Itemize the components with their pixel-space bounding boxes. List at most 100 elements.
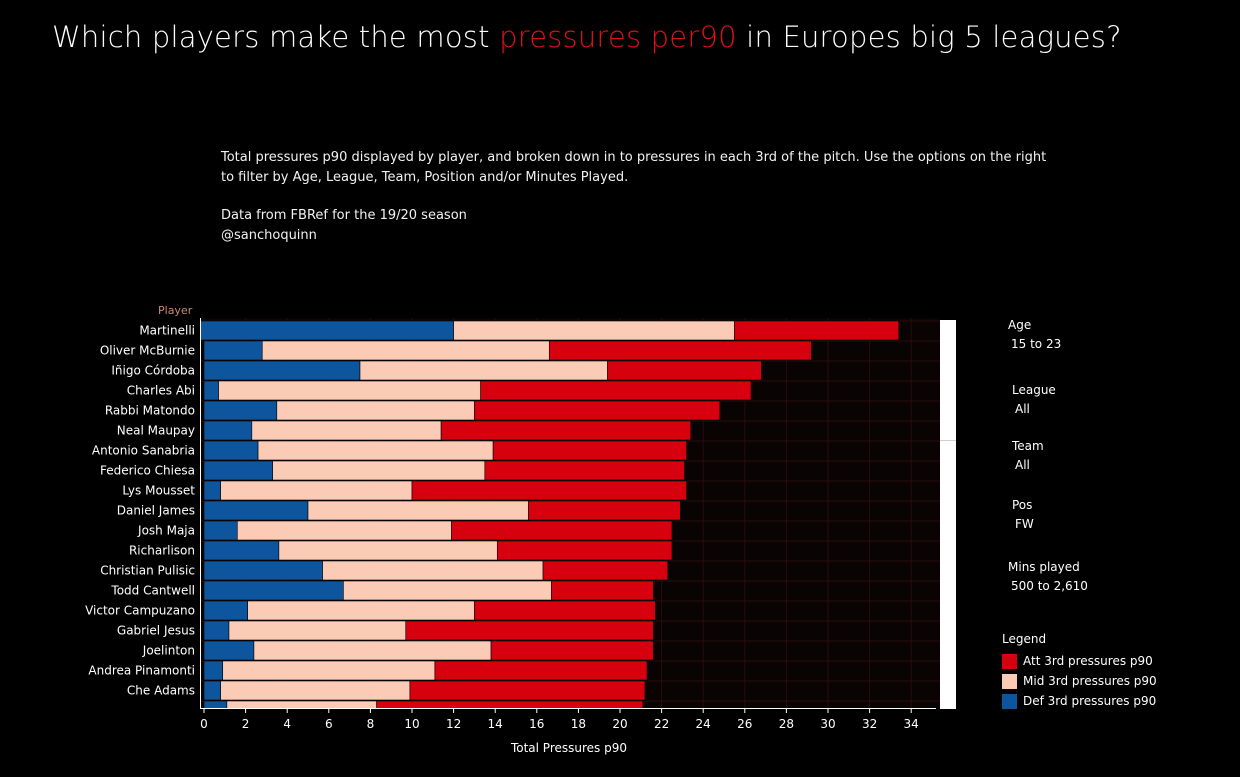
x-tick-label: 16 [529,717,544,731]
data-source: Data from FBRef for the 19/20 season [221,208,467,223]
bar-segment[interactable] [253,640,492,661]
y-tick-label: Rabbi Matondo [105,404,195,418]
bar-segment[interactable] [257,440,494,461]
bar-segment[interactable] [203,500,309,521]
bar-segment[interactable] [434,660,648,681]
bar-segment[interactable] [220,680,411,701]
x-tick-label: 6 [325,717,333,731]
chart-title: Which players make the most pressures pe… [52,20,1122,54]
y-tick-label: Todd Cantwell [110,584,195,598]
bar-segment[interactable] [276,400,475,421]
bar-segment[interactable] [203,520,238,541]
bar-segment[interactable] [203,560,323,581]
filter-label: Mins played [1008,560,1080,574]
bar-segment[interactable] [261,340,550,361]
filter-minutes[interactable]: Mins played 500 to 2,610 [1008,560,1088,593]
bar-segment[interactable] [484,460,685,481]
bar-segment[interactable] [480,380,752,401]
bar-segment[interactable] [607,360,762,381]
description-text: Total pressures p90 displayed by player,… [221,150,1047,185]
bar-segment[interactable] [734,320,900,341]
bar-segment[interactable] [203,580,344,601]
bar-segment[interactable] [203,620,230,641]
bar-segment[interactable] [548,340,812,361]
legend-label: Def 3rd pressures p90 [1023,694,1157,708]
bar-segment[interactable] [203,400,278,421]
x-tick-label: 34 [904,717,919,731]
legend-label: Mid 3rd pressures p90 [1023,674,1157,688]
bar-segment[interactable] [359,360,608,381]
filter-position[interactable]: Pos FW [1012,498,1034,531]
bar-segment[interactable] [200,320,454,341]
bar-segment[interactable] [203,700,228,720]
bar-segment[interactable] [411,480,687,501]
bar-segment[interactable] [228,620,407,641]
bar-segment[interactable] [474,600,656,621]
x-tick-label: 14 [488,717,503,731]
filter-team[interactable]: Team All [1012,439,1044,472]
bar-segment[interactable] [203,340,263,361]
bar-segment[interactable] [236,520,452,541]
bar-segment[interactable] [474,400,721,421]
y-tick-labels: Martinelli Oliver McBurnie Iñigo Córdoba Ch… [60,324,200,719]
filter-league[interactable]: League All [1012,383,1056,416]
legend-item-mid[interactable]: Mid 3rd pressures p90 [1002,671,1157,691]
title-before: Which players make the most [52,20,500,54]
bar-segment[interactable] [343,580,552,601]
bar-segment[interactable] [492,440,687,461]
bar-segment[interactable] [203,660,224,681]
bar-segment[interactable] [528,500,681,521]
author-handle: @sanchoquinn [221,228,317,243]
bar-segment[interactable] [203,360,361,381]
label-mask [60,709,200,719]
filter-label: Pos [1012,498,1033,512]
chart-description: Total pressures p90 displayed by player,… [221,148,1051,246]
legend-item-def[interactable]: Def 3rd pressures p90 [1002,691,1157,711]
bar-segment[interactable] [203,380,219,401]
y-tick-label: Antonio Sanabria [92,444,195,458]
bar-segment[interactable] [203,680,221,701]
bar-segment[interactable] [203,480,221,501]
bar-segment[interactable] [251,420,442,441]
bar-segment[interactable] [203,420,253,441]
bar-segment[interactable] [490,640,654,661]
y-axis-title: Player [158,304,193,317]
bar-segment[interactable] [551,580,654,601]
filter-label: Age [1008,318,1032,332]
title-after: in Europes big 5 leagues? [736,20,1122,54]
bar-segment[interactable] [307,500,529,521]
bar-segment[interactable] [226,700,377,720]
y-tick-label: Iñigo Córdoba [111,364,195,378]
bar-segment[interactable] [496,540,673,561]
bar-segment[interactable] [222,660,436,681]
y-tick-label: Daniel James [117,504,195,518]
bar-segment[interactable] [220,480,413,501]
filter-value: 15 to 23 [1011,337,1062,351]
y-tick-label: Martinelli [139,324,195,338]
scrollbar[interactable] [940,320,956,709]
bar-segment[interactable] [453,320,735,341]
bar-segment[interactable] [272,460,486,481]
bar-segment[interactable] [247,600,475,621]
bar-segment[interactable] [440,420,692,441]
bar-segment[interactable] [218,380,481,401]
legend-item-att[interactable]: Att 3rd pressures p90 [1002,651,1157,671]
bar-segment[interactable] [203,600,248,621]
bar-segment[interactable] [405,620,654,641]
bar-segment[interactable] [278,540,498,561]
filter-value: All [1015,402,1030,416]
bar-segment[interactable] [451,520,673,541]
bar-segment[interactable] [203,460,273,481]
bar-segment[interactable] [542,560,669,581]
x-tick-label: 2 [242,717,250,731]
legend: Legend Att 3rd pressures p90 Mid 3rd pre… [1002,632,1157,711]
bar-segment[interactable] [322,560,544,581]
bar-segment[interactable] [203,640,255,661]
bar-segment[interactable] [203,440,259,461]
legend-title: Legend [1002,632,1047,646]
bar-segment[interactable] [376,700,644,720]
bar-segment[interactable] [203,540,280,561]
bar-segment[interactable] [409,680,646,701]
filter-age[interactable]: Age 15 to 23 [1008,318,1061,351]
